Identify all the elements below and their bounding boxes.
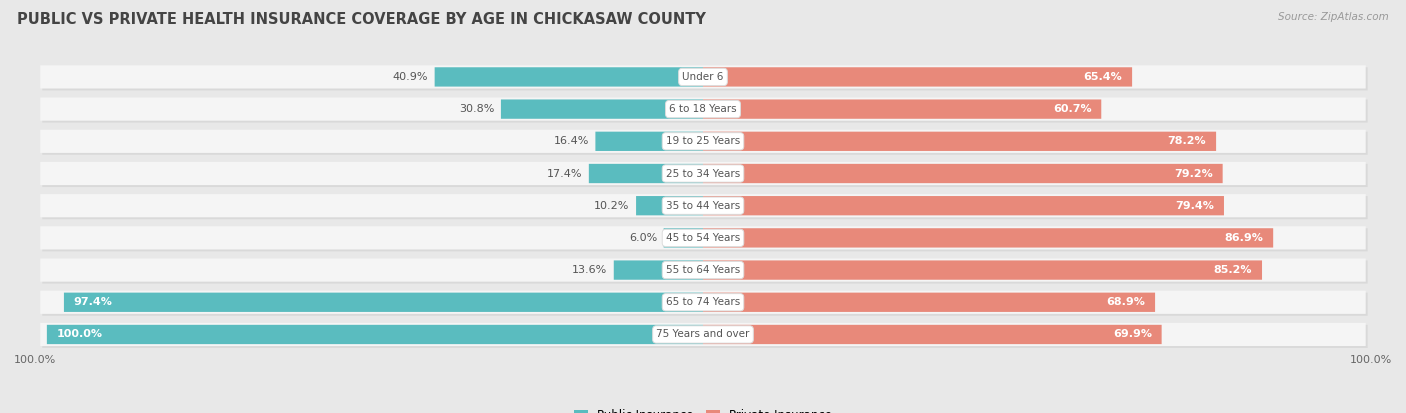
FancyBboxPatch shape <box>595 132 703 151</box>
Text: 6 to 18 Years: 6 to 18 Years <box>669 104 737 114</box>
Legend: Public Insurance, Private Insurance: Public Insurance, Private Insurance <box>569 404 837 413</box>
Text: 13.6%: 13.6% <box>572 265 607 275</box>
FancyBboxPatch shape <box>41 97 1365 121</box>
FancyBboxPatch shape <box>434 67 703 87</box>
Text: 75 Years and over: 75 Years and over <box>657 330 749 339</box>
Text: 45 to 54 Years: 45 to 54 Years <box>666 233 740 243</box>
FancyBboxPatch shape <box>703 67 1132 87</box>
FancyBboxPatch shape <box>703 196 1225 215</box>
Text: 65 to 74 Years: 65 to 74 Years <box>666 297 740 307</box>
FancyBboxPatch shape <box>703 325 1161 344</box>
FancyBboxPatch shape <box>42 293 1368 316</box>
FancyBboxPatch shape <box>703 164 1223 183</box>
Text: 97.4%: 97.4% <box>73 297 112 307</box>
FancyBboxPatch shape <box>703 293 1156 312</box>
FancyBboxPatch shape <box>41 291 1365 314</box>
FancyBboxPatch shape <box>46 325 703 344</box>
Text: Under 6: Under 6 <box>682 72 724 82</box>
FancyBboxPatch shape <box>41 226 1365 249</box>
Text: 69.9%: 69.9% <box>1112 330 1152 339</box>
FancyBboxPatch shape <box>636 196 703 215</box>
Text: 19 to 25 Years: 19 to 25 Years <box>666 136 740 146</box>
Text: 35 to 44 Years: 35 to 44 Years <box>666 201 740 211</box>
FancyBboxPatch shape <box>42 228 1368 252</box>
FancyBboxPatch shape <box>41 323 1365 346</box>
Text: Source: ZipAtlas.com: Source: ZipAtlas.com <box>1278 12 1389 22</box>
Text: 100.0%: 100.0% <box>1350 355 1392 365</box>
FancyBboxPatch shape <box>42 132 1368 155</box>
FancyBboxPatch shape <box>42 325 1368 348</box>
FancyBboxPatch shape <box>63 293 703 312</box>
Text: 100.0%: 100.0% <box>56 330 103 339</box>
Text: 30.8%: 30.8% <box>458 104 495 114</box>
FancyBboxPatch shape <box>41 162 1365 185</box>
FancyBboxPatch shape <box>664 228 703 247</box>
FancyBboxPatch shape <box>42 100 1368 123</box>
Text: 68.9%: 68.9% <box>1107 297 1146 307</box>
Text: 79.2%: 79.2% <box>1174 169 1213 178</box>
FancyBboxPatch shape <box>703 100 1101 119</box>
FancyBboxPatch shape <box>41 259 1365 282</box>
FancyBboxPatch shape <box>614 261 703 280</box>
FancyBboxPatch shape <box>42 164 1368 187</box>
Text: 10.2%: 10.2% <box>595 201 630 211</box>
Text: 60.7%: 60.7% <box>1053 104 1091 114</box>
Text: 100.0%: 100.0% <box>14 355 56 365</box>
FancyBboxPatch shape <box>501 100 703 119</box>
Text: 40.9%: 40.9% <box>392 72 427 82</box>
FancyBboxPatch shape <box>703 228 1274 247</box>
Text: 85.2%: 85.2% <box>1213 265 1253 275</box>
FancyBboxPatch shape <box>41 65 1365 88</box>
Text: PUBLIC VS PRIVATE HEALTH INSURANCE COVERAGE BY AGE IN CHICKASAW COUNTY: PUBLIC VS PRIVATE HEALTH INSURANCE COVER… <box>17 12 706 27</box>
FancyBboxPatch shape <box>589 164 703 183</box>
FancyBboxPatch shape <box>42 67 1368 90</box>
Text: 6.0%: 6.0% <box>628 233 657 243</box>
FancyBboxPatch shape <box>703 261 1263 280</box>
Text: 17.4%: 17.4% <box>547 169 582 178</box>
Text: 16.4%: 16.4% <box>554 136 589 146</box>
FancyBboxPatch shape <box>41 130 1365 153</box>
FancyBboxPatch shape <box>42 261 1368 284</box>
FancyBboxPatch shape <box>41 194 1365 217</box>
Text: 86.9%: 86.9% <box>1225 233 1264 243</box>
Text: 25 to 34 Years: 25 to 34 Years <box>666 169 740 178</box>
Text: 78.2%: 78.2% <box>1167 136 1206 146</box>
Text: 79.4%: 79.4% <box>1175 201 1215 211</box>
FancyBboxPatch shape <box>703 132 1216 151</box>
Text: 55 to 64 Years: 55 to 64 Years <box>666 265 740 275</box>
FancyBboxPatch shape <box>42 196 1368 219</box>
Text: 65.4%: 65.4% <box>1084 72 1122 82</box>
